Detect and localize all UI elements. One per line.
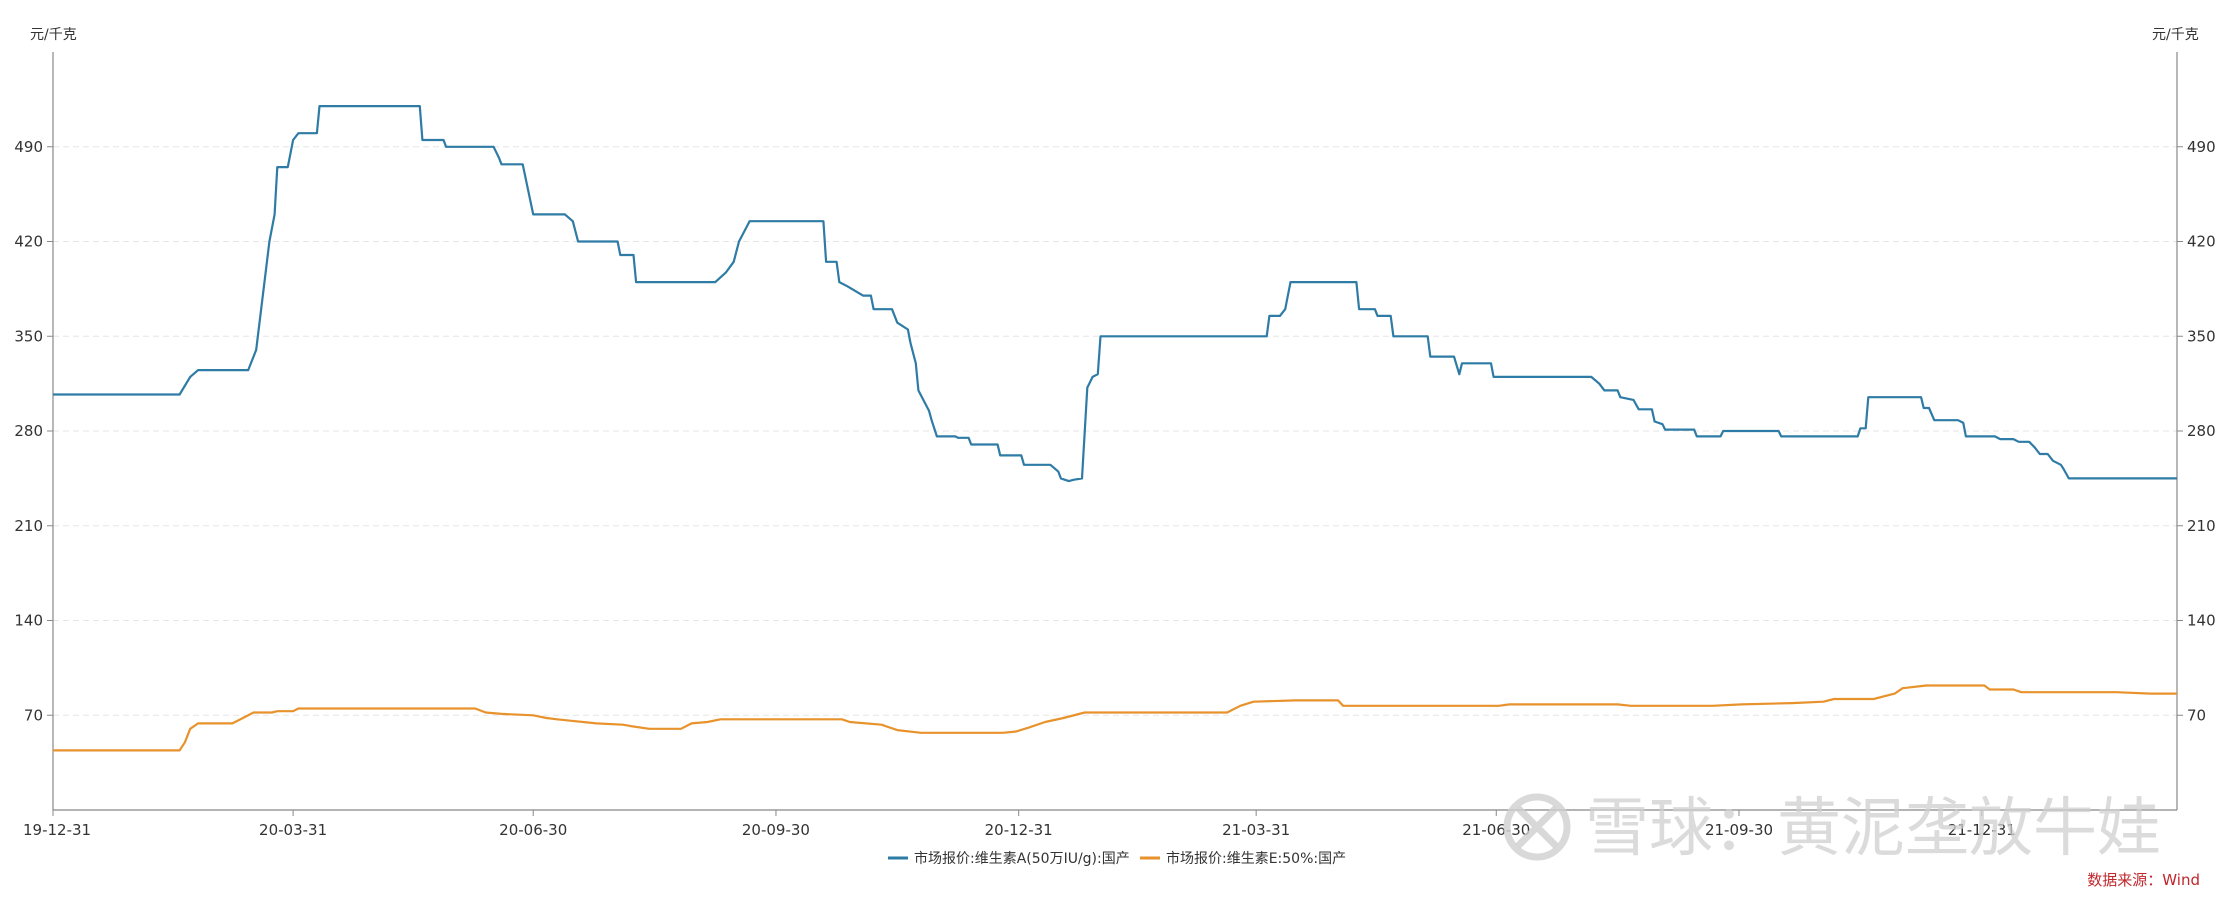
legend: 市场报价:维生素A(50万IU/g):国产 市场报价:维生素E:50%:国产 xyxy=(888,850,1346,867)
y-tick-label-left: 210 xyxy=(14,517,43,535)
x-tick-label: 21-09-30 xyxy=(1705,821,1773,839)
x-tick-label: 20-09-30 xyxy=(742,821,810,839)
y-tick-label-right: 490 xyxy=(2187,138,2216,156)
x-ticks: 19-12-31 20-03-31 20-06-30 20-09-30 20-12-31… xyxy=(23,810,2016,839)
y-tick-label-right: 70 xyxy=(2187,706,2206,724)
y-tick-label-right: 140 xyxy=(2187,612,2216,630)
series-lines xyxy=(53,105,2177,752)
series-line-2 xyxy=(53,684,2177,752)
x-tick-label: 21-12-31 xyxy=(1948,821,2016,839)
series-line-1 xyxy=(53,105,2177,483)
y-tick-label-left: 420 xyxy=(14,233,43,251)
y-tick-label-right: 420 xyxy=(2187,233,2216,251)
y-ticks: 70 70 140 140 210 210 280 280 350 350 420 420 490 490 xyxy=(14,138,2215,725)
x-tick-label: 20-12-31 xyxy=(985,821,1053,839)
x-tick-label: 20-03-31 xyxy=(259,821,327,839)
x-tick-label: 21-03-31 xyxy=(1222,821,1290,839)
x-tick-label: 21-06-30 xyxy=(1462,821,1530,839)
right-axis-unit: 元/千克 xyxy=(2152,27,2199,43)
y-tick-label-right: 280 xyxy=(2187,422,2216,440)
x-tick-label: 19-12-31 xyxy=(23,821,91,839)
y-tick-label-left: 490 xyxy=(14,138,43,156)
data-source-label: 数据来源：Wind xyxy=(2087,871,2200,889)
y-tick-label-left: 140 xyxy=(14,612,43,630)
y-tick-label-right: 210 xyxy=(2187,517,2216,535)
x-tick-label: 20-06-30 xyxy=(499,821,567,839)
watermark-logo-icon xyxy=(1503,793,1571,861)
y-tick-label-right: 350 xyxy=(2187,327,2216,345)
y-tick-label-left: 280 xyxy=(14,422,43,440)
legend-label: 市场报价:维生素A(50万IU/g):国产 xyxy=(914,850,1130,867)
left-axis-unit: 元/千克 xyxy=(30,27,77,43)
watermark-text: 雪球：黄泥垄放牛娃 xyxy=(1585,792,2161,866)
y-tick-label-left: 70 xyxy=(24,706,43,724)
axes: 元/千克 元/千克 xyxy=(30,27,2199,811)
legend-label: 市场报价:维生素E:50%:国产 xyxy=(1166,850,1346,867)
watermark: 雪球：黄泥垄放牛娃 xyxy=(1503,792,2161,866)
y-tick-label-left: 350 xyxy=(14,327,43,345)
